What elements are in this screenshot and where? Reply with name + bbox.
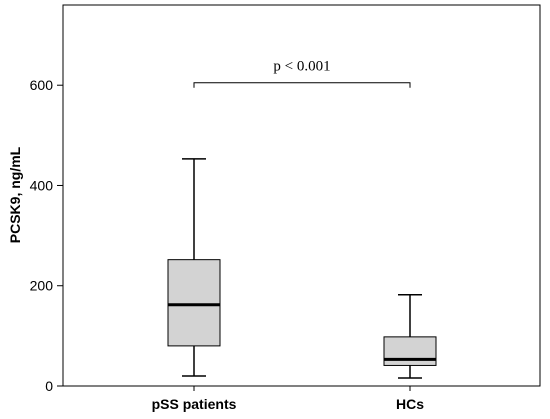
x-category-label: HCs: [396, 396, 424, 412]
boxes: [167, 158, 437, 379]
box-group: [167, 158, 221, 377]
significance-bracket: [193, 82, 411, 88]
y-axis: 0 200 400 600: [30, 77, 63, 394]
plot-area-frame: [62, 4, 541, 387]
y-axis-title: PCSK9, ng/mL: [7, 146, 23, 243]
y-tick-label: 600: [30, 77, 54, 93]
iqr-box: [167, 259, 221, 347]
p-value-label: p < 0.001: [273, 59, 330, 75]
iqr-box: [383, 336, 437, 366]
significance-annotation: p < 0.001: [193, 59, 411, 88]
x-axis: pSS patients HCs: [152, 386, 424, 412]
y-tick-label: 0: [45, 378, 53, 394]
y-tick-label: 400: [30, 177, 54, 193]
y-tick-label: 200: [30, 278, 54, 294]
x-category-label: pSS patients: [152, 396, 237, 412]
box-group: [383, 294, 437, 379]
